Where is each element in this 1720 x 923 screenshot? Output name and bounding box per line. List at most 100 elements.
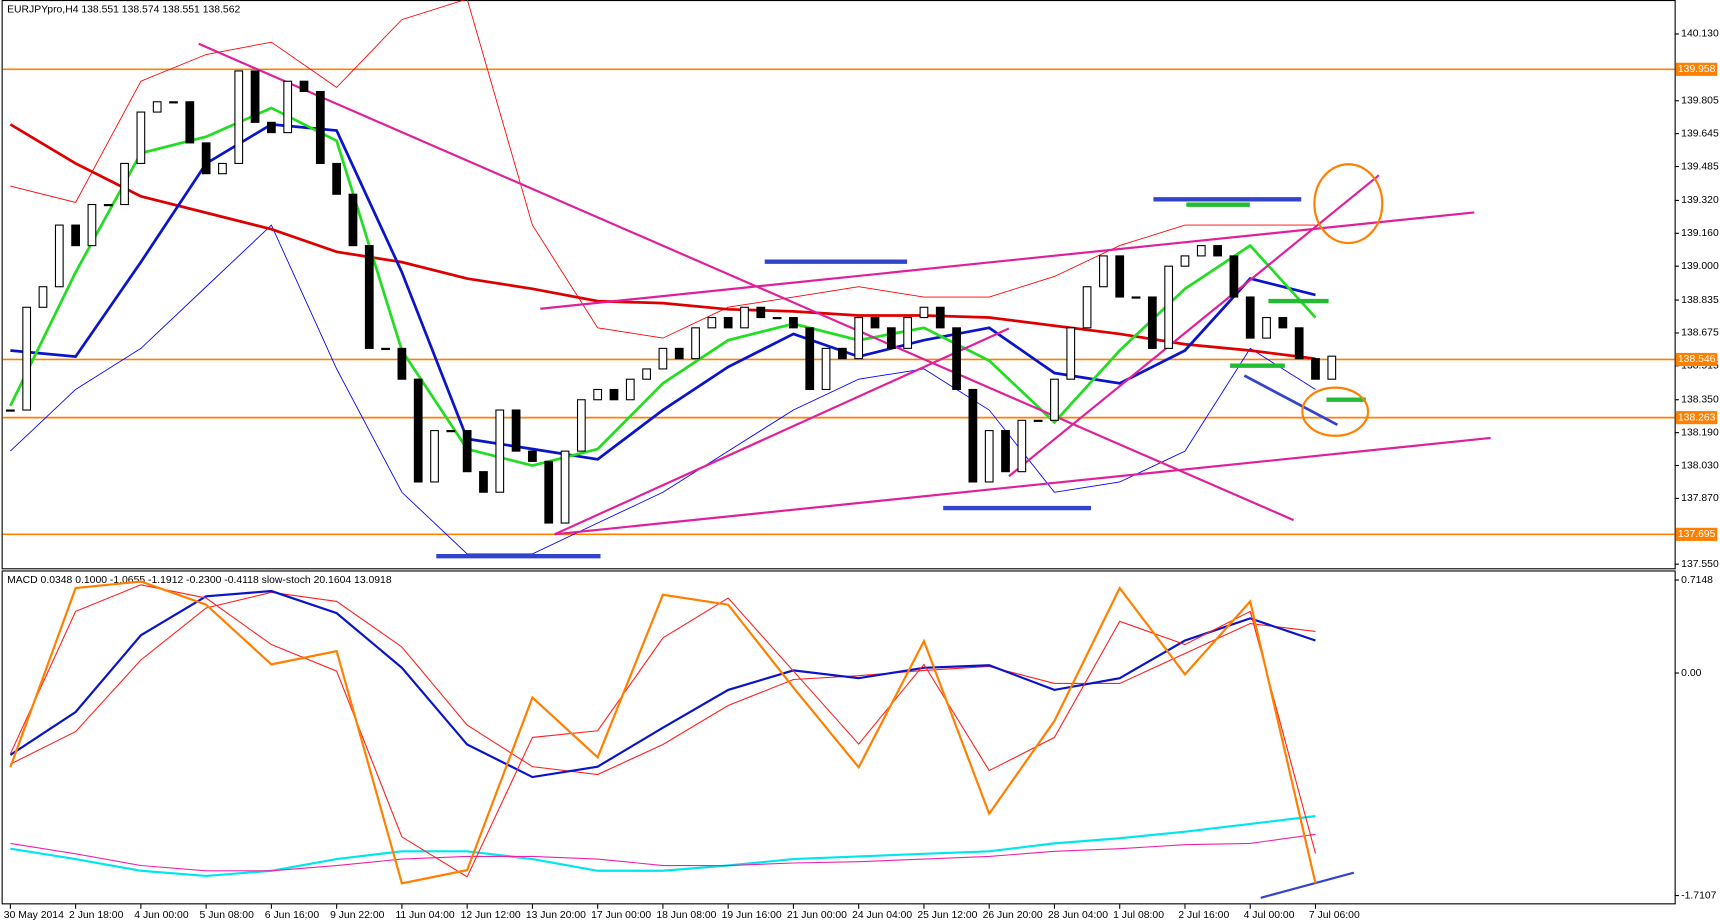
x-tick-label: 1 Jul 08:00 xyxy=(1113,910,1164,921)
candle xyxy=(136,111,146,164)
annotations xyxy=(198,42,1491,899)
level-tag xyxy=(1675,352,1718,367)
candle xyxy=(821,347,831,391)
x-tick-label: 30 May 2014 xyxy=(4,910,64,921)
candle xyxy=(1196,245,1206,257)
candle xyxy=(952,327,961,391)
candle xyxy=(218,162,227,175)
candle xyxy=(642,368,651,380)
divergence-line xyxy=(1243,374,1339,427)
candle xyxy=(625,378,635,401)
candle xyxy=(71,224,80,247)
candle xyxy=(348,193,358,247)
indicator-line xyxy=(10,833,1316,872)
candle xyxy=(169,101,178,104)
candle xyxy=(5,409,15,412)
y-tick-label: 0.7148 xyxy=(1681,575,1713,586)
y-tick-label: 138.675 xyxy=(1681,328,1719,339)
candle xyxy=(267,121,276,134)
x-tick-label: 12 Jun 12:00 xyxy=(461,910,521,921)
indicator-line xyxy=(9,580,1317,885)
candle xyxy=(1147,296,1157,349)
candle xyxy=(1213,245,1222,257)
indicator-line xyxy=(10,591,1316,776)
highlight-circle xyxy=(1301,386,1370,437)
candle xyxy=(870,317,880,329)
x-tick-label: 2 Jun 18:00 xyxy=(69,910,124,921)
indicator-title: MACD 0.0348 0.1000 -1.0655 -1.1912 -0.23… xyxy=(7,575,392,586)
candle xyxy=(234,70,244,164)
candle xyxy=(38,286,48,308)
candle xyxy=(886,327,896,349)
candle xyxy=(332,162,342,195)
candle xyxy=(1229,255,1239,298)
candle xyxy=(707,317,717,329)
indicator-line xyxy=(9,589,1316,779)
candle xyxy=(740,306,749,329)
y-tick-label: 140.130 xyxy=(1681,29,1719,40)
x-tick-label: 26 Jun 20:00 xyxy=(983,910,1043,921)
x-tick-label: 13 Jun 20:00 xyxy=(526,910,586,921)
trend-line xyxy=(554,327,1010,536)
candle xyxy=(674,347,684,360)
candle xyxy=(511,409,521,452)
x-tick-label: 24 Jun 04:00 xyxy=(852,910,912,921)
candle xyxy=(152,101,162,113)
candle xyxy=(528,450,537,462)
candle xyxy=(430,430,439,483)
candle xyxy=(593,388,603,401)
y-tick-label: 0.00 xyxy=(1681,668,1701,679)
trend-line xyxy=(540,211,1475,310)
y-tick-label: -1.7107 xyxy=(1681,890,1716,901)
y-tick-label: 138.350 xyxy=(1681,394,1719,405)
candle xyxy=(903,317,913,349)
candle xyxy=(495,409,505,493)
candle xyxy=(756,306,766,319)
candle xyxy=(837,347,847,360)
y-tick-label: 139.805 xyxy=(1681,96,1719,107)
trend-line xyxy=(198,42,1295,522)
candle xyxy=(805,327,815,391)
candle xyxy=(22,306,32,411)
candle xyxy=(462,430,472,473)
y-tick-label: 137.870 xyxy=(1681,493,1719,504)
candle xyxy=(413,378,423,483)
candle xyxy=(364,245,374,349)
candle xyxy=(1164,265,1174,349)
candle xyxy=(789,317,798,329)
indicator-line xyxy=(10,224,1316,555)
x-tick-label: 11 Jun 04:00 xyxy=(395,910,455,921)
y-tick-label: 139.320 xyxy=(1681,195,1719,206)
candle xyxy=(1311,358,1320,380)
candle xyxy=(1082,286,1092,329)
candle xyxy=(315,90,325,164)
indicator-line xyxy=(10,0,1316,339)
level-label: 137.695 xyxy=(1678,529,1716,540)
candle xyxy=(381,347,390,351)
candle xyxy=(250,70,260,123)
candle xyxy=(576,399,586,452)
candle xyxy=(772,317,782,320)
candle xyxy=(919,306,929,319)
candle xyxy=(446,430,456,433)
indicator-line xyxy=(10,122,1316,461)
candle xyxy=(1262,317,1271,339)
candle xyxy=(283,80,293,134)
divergence-line xyxy=(1260,871,1355,899)
candle xyxy=(544,460,554,524)
level-tag xyxy=(1675,527,1718,541)
candle xyxy=(201,142,211,175)
candle xyxy=(1066,327,1076,380)
x-tick-label: 4 Jul 00:00 xyxy=(1244,910,1295,921)
candle xyxy=(658,347,668,370)
y-tick-label: 138.835 xyxy=(1681,295,1719,306)
candle xyxy=(1017,419,1027,473)
chart-title: EURJPYpro,H4 138.551 138.574 138.551 138… xyxy=(7,5,240,16)
x-tick-label: 7 Jul 06:00 xyxy=(1309,910,1360,921)
level-label: 138.263 xyxy=(1678,412,1716,423)
y-tick-label: 138.515 xyxy=(1681,361,1719,372)
y-tick-label: 139.000 xyxy=(1681,261,1719,272)
y-tick-label: 137.550 xyxy=(1681,559,1719,570)
